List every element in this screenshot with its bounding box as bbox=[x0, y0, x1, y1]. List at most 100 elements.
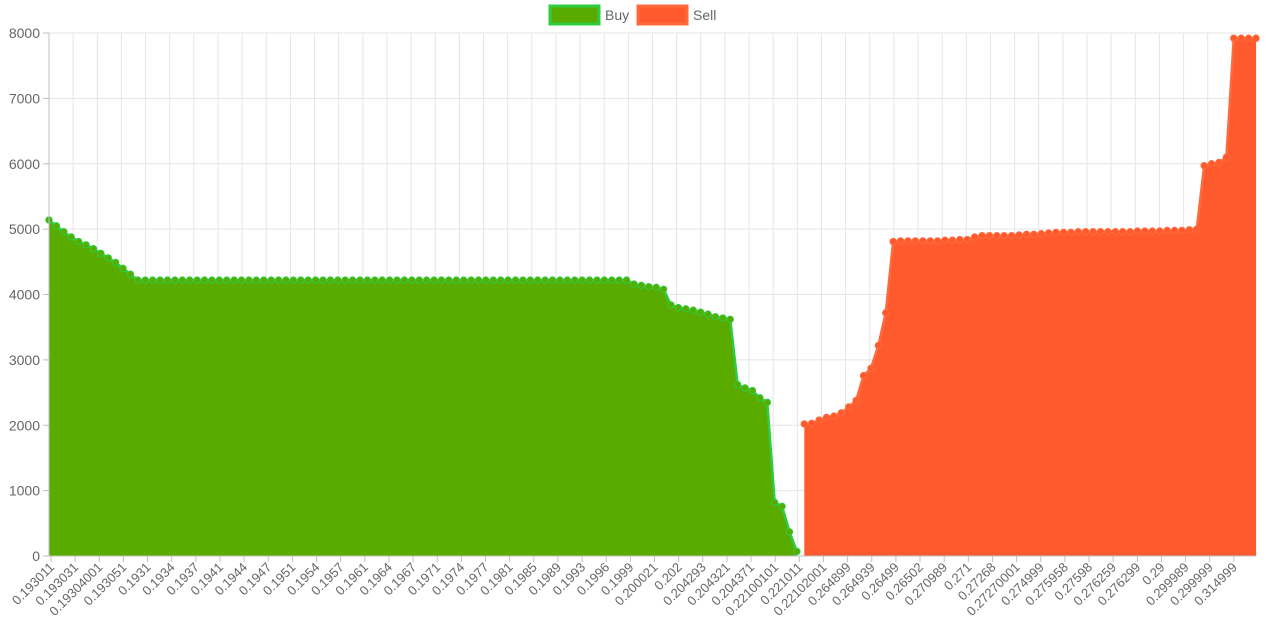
buy-point bbox=[304, 276, 312, 284]
buy-point bbox=[615, 276, 623, 284]
sell-point bbox=[1067, 228, 1075, 237]
buy-point bbox=[111, 258, 120, 267]
buy-point bbox=[237, 276, 246, 284]
sell-point bbox=[1237, 34, 1245, 42]
buy-point bbox=[733, 381, 742, 389]
sell-point bbox=[1207, 160, 1216, 168]
sell-point bbox=[1074, 228, 1082, 236]
y-tick-label: 4000 bbox=[9, 287, 40, 303]
buy-point bbox=[741, 384, 749, 392]
sell-point bbox=[1178, 226, 1186, 235]
buy-point bbox=[719, 314, 727, 322]
sell-point bbox=[800, 420, 809, 428]
buy-point bbox=[400, 276, 409, 284]
legend-item-sell[interactable]: Sell bbox=[636, 4, 716, 26]
sell-point bbox=[815, 416, 823, 424]
buy-point bbox=[659, 285, 668, 293]
y-tick-label: 7000 bbox=[9, 90, 40, 106]
sell-point bbox=[867, 364, 875, 373]
sell-point bbox=[956, 235, 964, 244]
buy-point bbox=[489, 276, 497, 284]
buy-point bbox=[200, 276, 209, 284]
sell-point bbox=[985, 231, 994, 240]
buy-point bbox=[645, 282, 653, 291]
sell-point bbox=[1126, 228, 1134, 236]
buy-point bbox=[52, 222, 61, 230]
sell-point bbox=[941, 236, 949, 244]
buy-area bbox=[49, 219, 797, 556]
buy-point bbox=[148, 276, 157, 284]
buy-point bbox=[578, 276, 586, 284]
sell-point bbox=[889, 237, 897, 246]
sell-point bbox=[1044, 229, 1053, 237]
sell-point bbox=[1052, 228, 1060, 237]
sell-point bbox=[1089, 228, 1097, 236]
sell-point bbox=[970, 233, 979, 241]
buy-point bbox=[223, 276, 231, 284]
buy-point bbox=[126, 270, 135, 278]
buy-point bbox=[704, 310, 712, 318]
sell-point bbox=[1215, 158, 1223, 167]
buy-point bbox=[326, 276, 335, 284]
buy-point bbox=[430, 276, 438, 284]
buy-point bbox=[297, 276, 305, 284]
buy-point bbox=[408, 276, 416, 284]
sell-point bbox=[882, 309, 890, 317]
buy-point bbox=[511, 276, 520, 284]
sell-point bbox=[859, 371, 868, 380]
sell-point bbox=[1007, 231, 1016, 240]
buy-point bbox=[60, 228, 68, 236]
buy-point bbox=[208, 276, 216, 284]
sell-point bbox=[1119, 228, 1127, 236]
buy-point bbox=[356, 276, 364, 284]
buy-point bbox=[452, 276, 460, 284]
sell-point bbox=[808, 419, 816, 427]
legend-swatch bbox=[548, 4, 601, 26]
sell-point bbox=[1081, 228, 1090, 236]
sell-point bbox=[874, 341, 883, 350]
sell-point bbox=[1193, 225, 1201, 233]
sell-point bbox=[1104, 228, 1112, 236]
y-tick-label: 6000 bbox=[9, 156, 40, 172]
buy-point bbox=[630, 280, 638, 288]
buy-point bbox=[526, 276, 535, 284]
buy-point bbox=[371, 276, 379, 284]
y-tick-label: 2000 bbox=[9, 417, 40, 433]
sell-series bbox=[800, 34, 1260, 557]
sell-point bbox=[845, 403, 853, 411]
buy-point bbox=[267, 276, 275, 284]
buy-point bbox=[608, 276, 616, 284]
y-tick-label: 3000 bbox=[9, 352, 40, 368]
buy-point bbox=[548, 276, 557, 284]
sell-point bbox=[1022, 230, 1031, 239]
legend-item-buy[interactable]: Buy bbox=[548, 4, 629, 26]
sell-point bbox=[830, 412, 838, 420]
buy-point bbox=[785, 528, 794, 536]
sell-point bbox=[1222, 153, 1231, 161]
buy-point bbox=[585, 276, 594, 284]
buy-point bbox=[593, 276, 601, 284]
buy-point bbox=[763, 398, 771, 407]
buy-point bbox=[422, 276, 431, 284]
buy-point bbox=[363, 276, 372, 284]
buy-point bbox=[496, 276, 505, 284]
buy-point bbox=[674, 303, 683, 312]
buy-point bbox=[185, 276, 194, 284]
legend[interactable]: Buy Sell bbox=[548, 4, 716, 26]
sell-point bbox=[1000, 231, 1008, 240]
buy-point bbox=[178, 276, 186, 284]
sell-point bbox=[852, 396, 860, 405]
sell-area bbox=[804, 38, 1256, 557]
y-tick-label: 5000 bbox=[9, 221, 40, 237]
sell-point bbox=[911, 237, 920, 245]
sell-point bbox=[822, 413, 831, 422]
buy-point bbox=[230, 276, 238, 284]
buy-point bbox=[134, 276, 142, 284]
buy-point bbox=[141, 276, 149, 284]
sell-point bbox=[1111, 228, 1120, 236]
sell-point bbox=[1252, 34, 1260, 42]
buy-point bbox=[541, 276, 549, 284]
sell-point bbox=[948, 236, 957, 244]
sell-point bbox=[1030, 230, 1038, 239]
sell-point bbox=[1163, 226, 1171, 235]
